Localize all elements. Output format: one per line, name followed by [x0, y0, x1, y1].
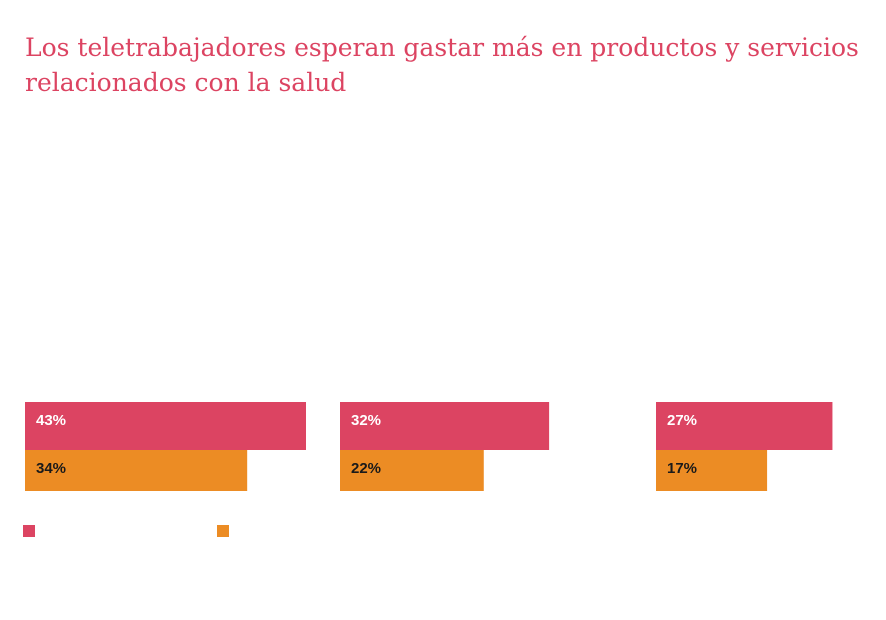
data-label-series-2-group-3: 17% [667, 460, 697, 477]
bar-series-2-group-2 [340, 450, 484, 491]
data-label-series-1-group-3: 27% [667, 412, 697, 429]
data-label-series-1-group-1: 43% [36, 412, 66, 429]
bar-series-1-group-1 [25, 402, 306, 450]
chart-title: Los teletrabajadores esperan gastar más … [25, 33, 859, 97]
data-label-series-1-group-2: 32% [351, 412, 381, 429]
bar-series-1-group-2 [340, 402, 550, 450]
legend-swatch-series-2 [217, 525, 229, 537]
legend-swatch-series-1 [23, 525, 35, 537]
bar-series-2-group-3 [656, 450, 768, 491]
bar-series-1-group-3 [656, 402, 833, 450]
data-label-series-2-group-1: 34% [36, 460, 66, 477]
data-label-series-2-group-2: 22% [351, 460, 381, 477]
bar-series-2-group-1 [25, 450, 248, 491]
